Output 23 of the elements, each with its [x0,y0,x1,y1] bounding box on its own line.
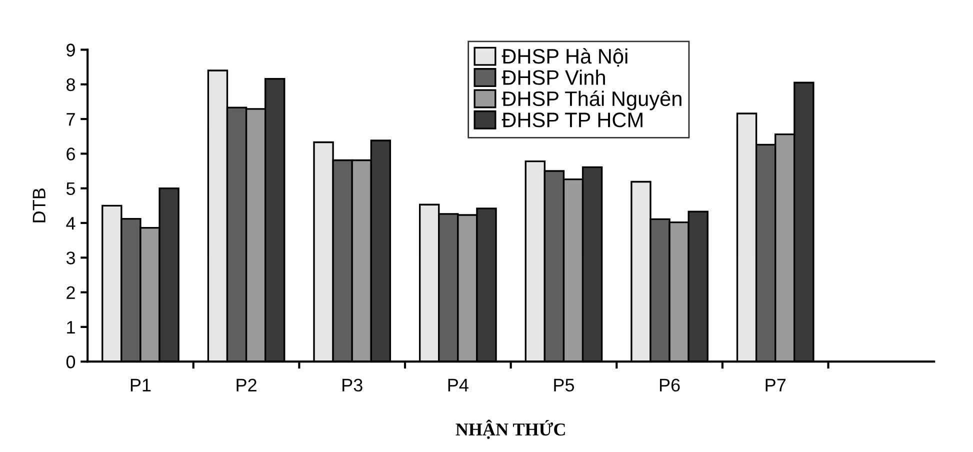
y-tick-label: 2 [66,286,75,299]
y-tick-label: 9 [66,44,75,56]
y-tick-label: 7 [66,113,75,126]
y-tick-label: 6 [66,148,75,160]
legend-label: ĐHSP Thái Nguyên [502,90,682,110]
y-tick-label: 4 [66,217,76,230]
y-tick-label: 5 [66,182,76,196]
x-tick-label: P6 [660,378,680,392]
x-tick-label: P5 [554,378,574,392]
x-tick-label: P1 [130,378,151,392]
x-tick-label: P4 [448,378,468,392]
x-axis-title: NHẬN THỨC [456,420,565,439]
x-tick-label: P3 [342,378,362,392]
legend-label: ĐHSP TP HCM [502,112,642,128]
x-tick-label: P2 [236,378,256,392]
x-tick-label: P7 [766,378,786,392]
y-axis-title: DTB [32,188,46,222]
y-tick-label: 1 [67,321,75,334]
legend-label: ĐHSP Hà Nội [502,48,628,67]
y-tick-label: 3 [66,252,75,264]
y-tick-label: 0 [66,356,76,368]
y-tick-label: 8 [66,78,75,92]
legend-label: ĐHSP Vinh [502,70,605,85]
